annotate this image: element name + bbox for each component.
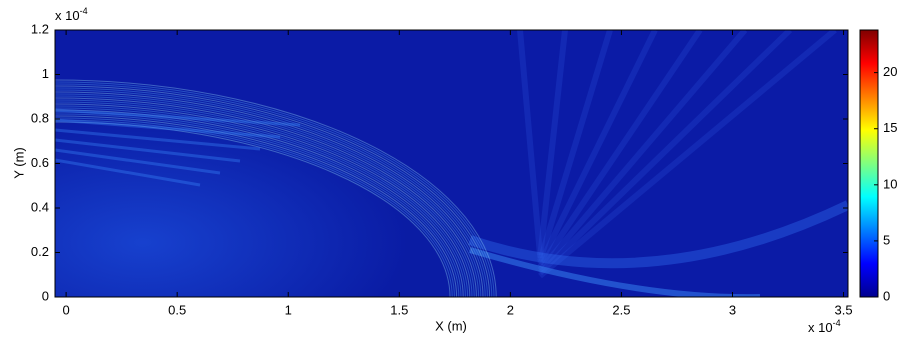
field-caustic bbox=[55, 95, 480, 297]
field-ray bbox=[537, 30, 658, 266]
x-tick-label: 0 bbox=[62, 302, 69, 317]
y-tick-label: 0.8 bbox=[31, 110, 49, 125]
y-tick-label: 0.6 bbox=[31, 155, 49, 170]
field-streak bbox=[55, 108, 301, 127]
field-caustic bbox=[55, 83, 493, 297]
y-tick-label: 0.2 bbox=[31, 244, 49, 259]
field-streak bbox=[55, 158, 201, 187]
field-streak bbox=[55, 118, 281, 139]
field-caustic bbox=[55, 79, 497, 297]
field-caustic bbox=[55, 93, 482, 297]
field-caustic bbox=[55, 97, 477, 297]
colorbar-tick-label: 20 bbox=[883, 64, 897, 79]
y-multiplier: x 10-4 bbox=[55, 6, 88, 23]
field-caustic bbox=[55, 119, 453, 297]
x-tick-label: 2.5 bbox=[612, 302, 630, 317]
field-caustic bbox=[55, 81, 495, 297]
x-tick-label: 1.5 bbox=[390, 302, 408, 317]
field-caustic bbox=[55, 103, 471, 297]
x-tick-label: 2 bbox=[507, 302, 514, 317]
field-caustic bbox=[55, 85, 491, 297]
field-ray bbox=[537, 30, 703, 269]
field-caustic bbox=[55, 115, 458, 297]
x-tick-label: 1 bbox=[285, 302, 292, 317]
field-caustic bbox=[55, 117, 455, 297]
field-streak bbox=[55, 138, 241, 163]
field-caustic bbox=[55, 121, 451, 297]
field-caustic bbox=[55, 91, 484, 297]
field-caustic bbox=[55, 109, 464, 297]
field-ray bbox=[537, 30, 793, 276]
field-beam bbox=[468, 200, 848, 269]
colorbar-tick-label: 5 bbox=[883, 232, 890, 247]
x-multiplier: x 10-4 bbox=[808, 318, 841, 335]
colorbar-tick-label: 15 bbox=[883, 120, 897, 135]
field-ray bbox=[537, 30, 613, 262]
field-caustic bbox=[55, 107, 466, 297]
field bbox=[55, 30, 848, 297]
field-caustic bbox=[55, 89, 486, 297]
y-tick-label: 0 bbox=[42, 288, 49, 303]
field-region bbox=[55, 80, 495, 297]
x-tick-label: 0.5 bbox=[168, 302, 186, 317]
y-axis-label: Y (m) bbox=[11, 147, 26, 179]
x-axis-label: X (m) bbox=[435, 318, 467, 333]
y-tick-label: 1 bbox=[42, 66, 49, 81]
field-caustic bbox=[55, 101, 473, 297]
x-tick-label: 3 bbox=[729, 302, 736, 317]
colorbar-tick-label: 10 bbox=[883, 176, 897, 191]
x-tick-label: 3.5 bbox=[835, 302, 853, 317]
field-ray bbox=[538, 30, 837, 279]
field-streak bbox=[55, 148, 221, 175]
field-caustic bbox=[55, 105, 469, 297]
field-caustic bbox=[55, 113, 460, 297]
field-caustic bbox=[55, 99, 475, 297]
field-ray bbox=[517, 30, 543, 256]
field-caustic bbox=[55, 111, 462, 297]
y-tick-label: 1.2 bbox=[31, 21, 49, 36]
field-caustic bbox=[55, 87, 488, 297]
field-ray bbox=[537, 30, 568, 259]
field-ray bbox=[537, 30, 748, 272]
field-streak bbox=[55, 128, 261, 151]
colorbar bbox=[859, 29, 879, 298]
colorbar-tick-label: 0 bbox=[883, 288, 890, 303]
y-tick-label: 0.4 bbox=[31, 199, 49, 214]
